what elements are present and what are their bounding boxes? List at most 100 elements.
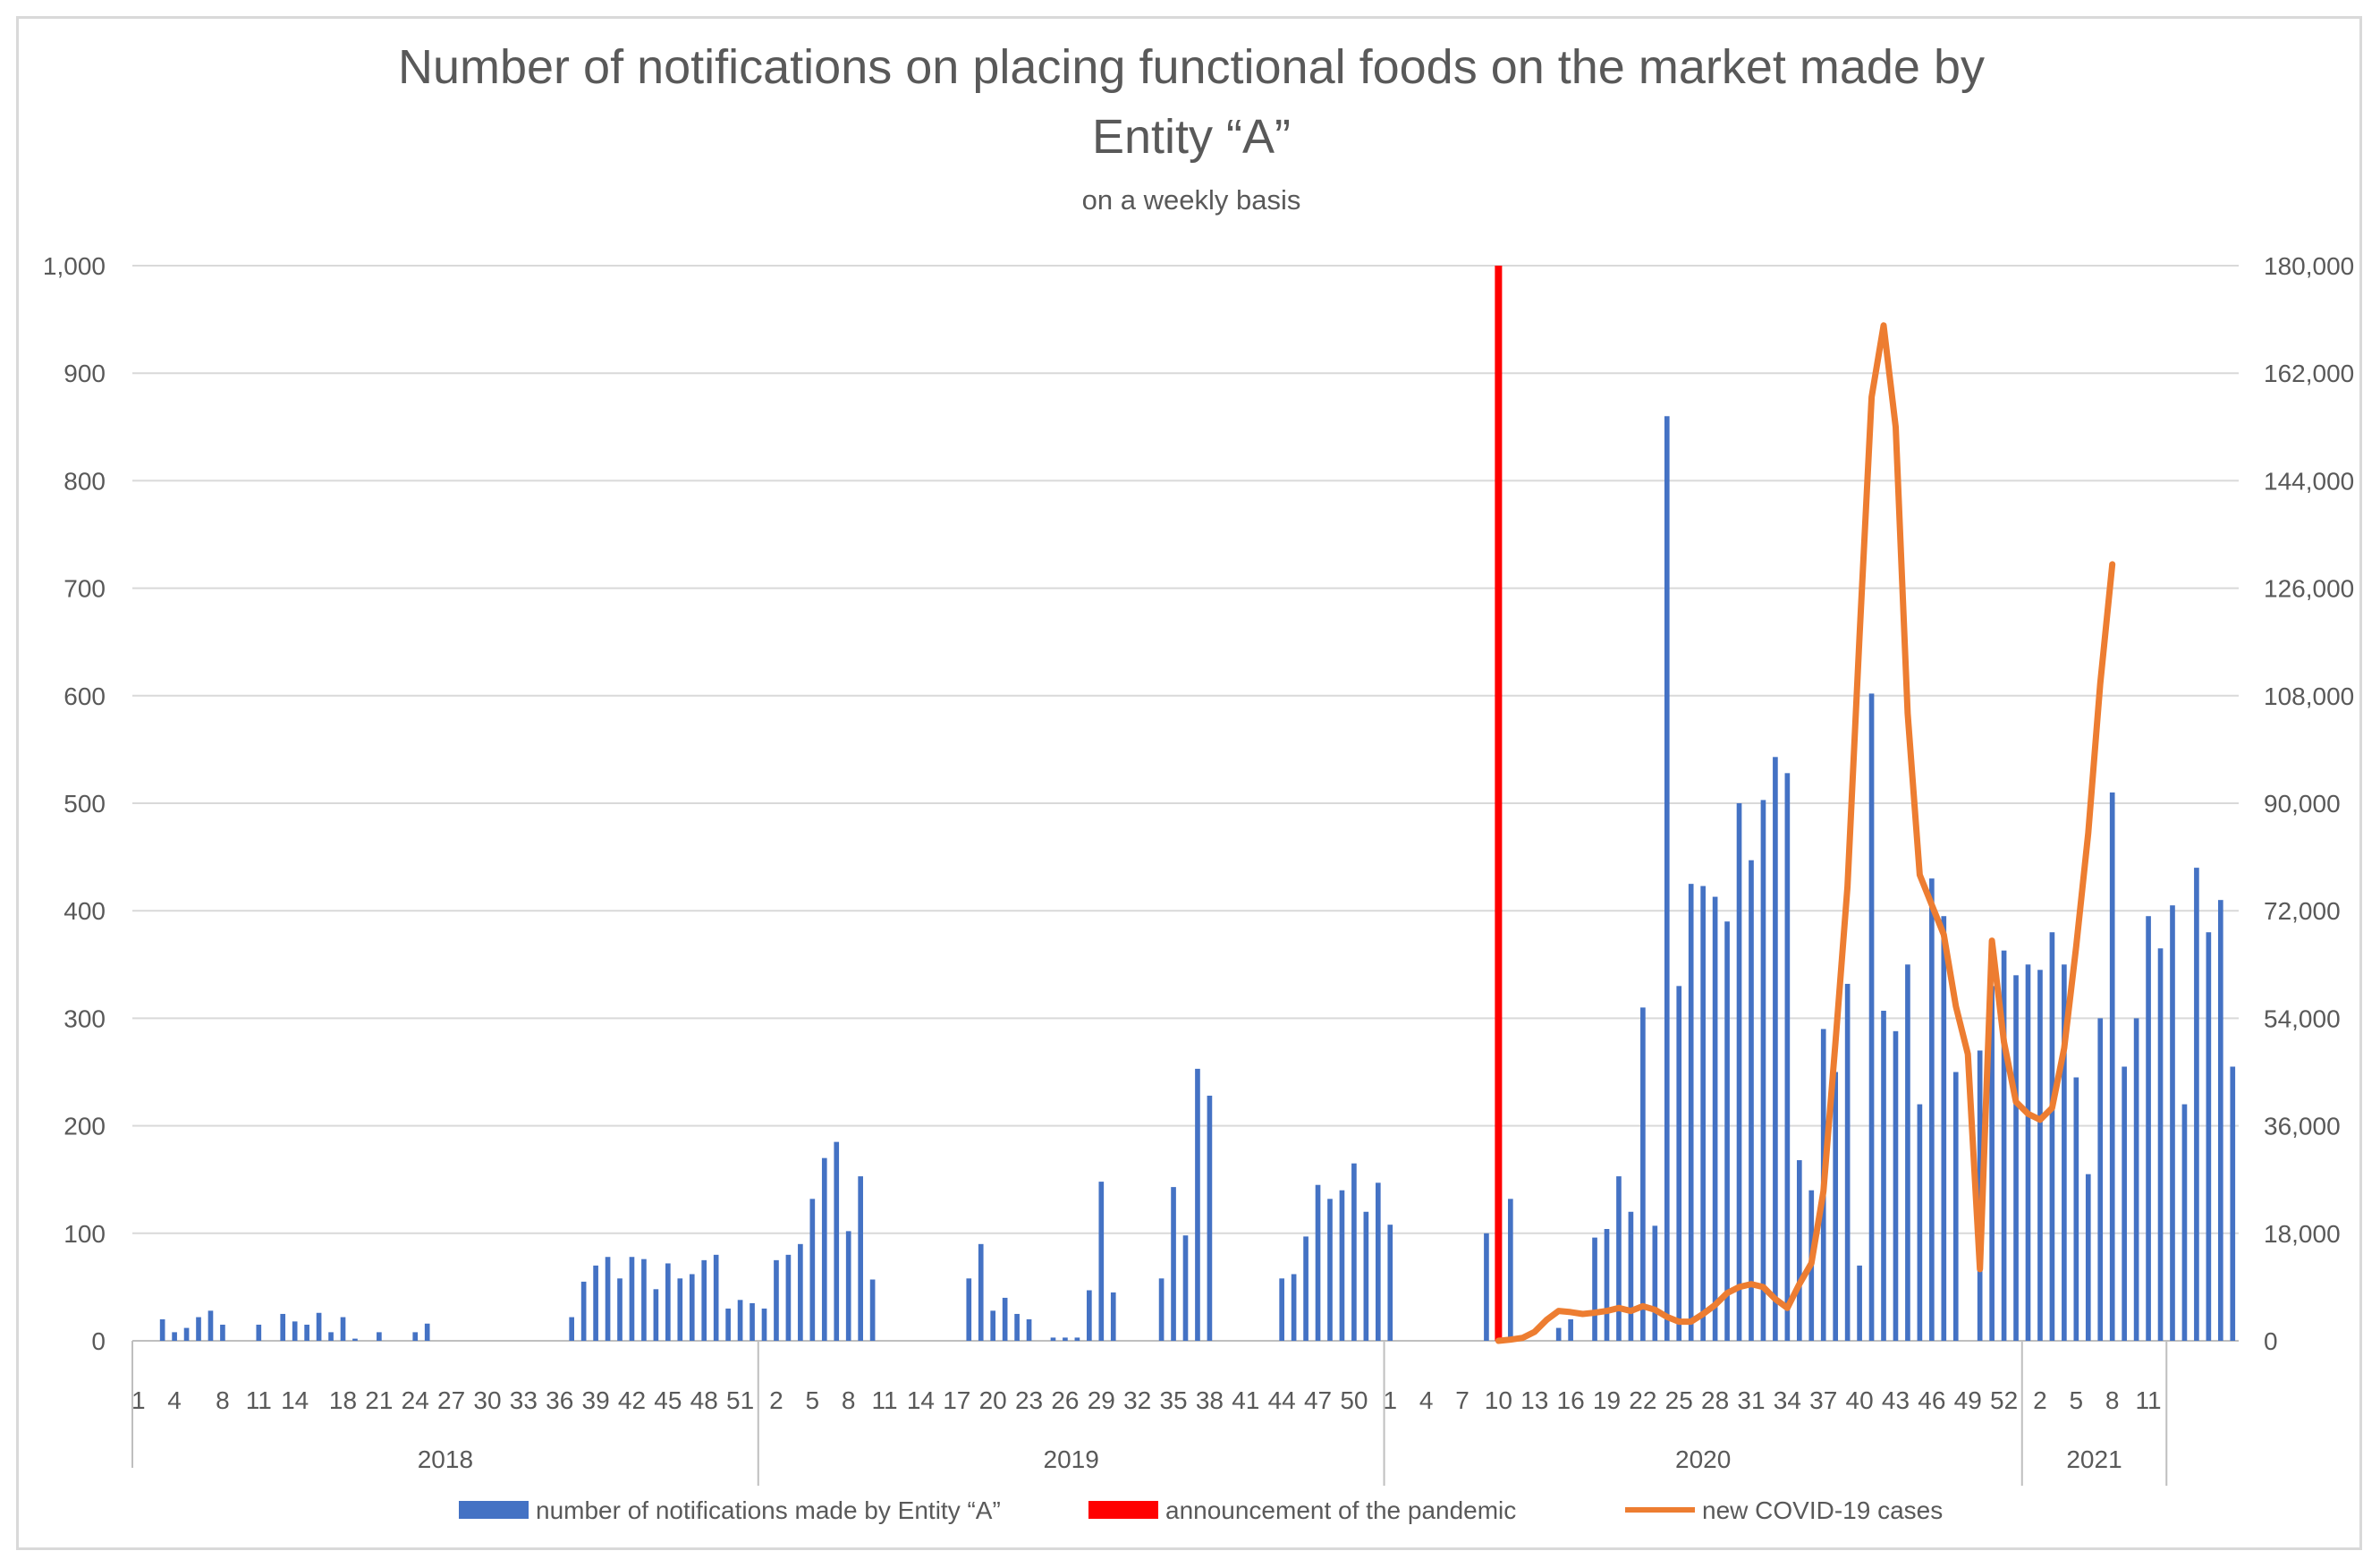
bar [1351, 1163, 1357, 1341]
bar [2049, 932, 2055, 1341]
y-tick-label: 1,000 [43, 252, 106, 280]
bar [183, 1327, 190, 1341]
x-tick-label: 11 [246, 1386, 272, 1414]
x-tick-label: 47 [1304, 1386, 1332, 1414]
bar [1555, 1327, 1562, 1341]
bar [1279, 1278, 1284, 1341]
chart-frame: Number of notifications on placing funct… [16, 16, 2362, 1550]
bar [1592, 1237, 1597, 1341]
bar [1952, 1072, 1959, 1341]
y-tick-label: 0 [91, 1327, 106, 1355]
legend-pandemic-label: announcement of the pandemic [1165, 1496, 1516, 1524]
x-tick-label: 40 [1846, 1386, 1874, 1414]
x-tick-label: 25 [1665, 1386, 1693, 1414]
bar [1664, 416, 1670, 1341]
bar [280, 1313, 286, 1341]
chart-title-line2: Entity “A” [1092, 110, 1291, 164]
bar [208, 1310, 214, 1341]
bar [2122, 1066, 2127, 1341]
x-tick-label: 51 [726, 1386, 754, 1414]
x-tick-label: 33 [510, 1386, 538, 1414]
bar [1158, 1278, 1165, 1341]
x-tick-label: 10 [1485, 1386, 1512, 1414]
x-tick-label: 8 [216, 1386, 230, 1414]
bar [774, 1259, 779, 1341]
bar [785, 1254, 792, 1341]
bar [2025, 964, 2031, 1341]
x-tick-label: 11 [872, 1386, 898, 1414]
bar [689, 1274, 695, 1341]
bar [1508, 1199, 1513, 1341]
year-label: 2021 [2066, 1445, 2122, 1473]
x-tick-label: 48 [690, 1386, 718, 1414]
bar [1026, 1318, 1032, 1341]
x-tick-label: 26 [1051, 1386, 1079, 1414]
x-tick-label: 8 [842, 1386, 856, 1414]
x-tick-label: 5 [806, 1386, 820, 1414]
bar [1110, 1292, 1116, 1341]
bar [377, 1332, 382, 1341]
bar [1303, 1236, 1309, 1341]
x-tick-label: 1 [131, 1386, 146, 1414]
bar [2062, 964, 2067, 1341]
bar [845, 1231, 851, 1341]
bar [869, 1279, 876, 1341]
bar [256, 1324, 262, 1341]
bar [1760, 800, 1766, 1341]
x-tick-label: 19 [1593, 1386, 1621, 1414]
bar [1652, 1225, 1658, 1341]
x-tick-label: 17 [943, 1386, 970, 1414]
bar [1098, 1182, 1105, 1341]
bar [316, 1312, 322, 1341]
bar [2133, 1018, 2139, 1341]
bar [629, 1257, 635, 1341]
bar [2157, 948, 2164, 1341]
bar [1881, 1010, 1886, 1341]
bar [1640, 1007, 1646, 1341]
bar [809, 1199, 816, 1341]
bar [1796, 1160, 1802, 1341]
bar [593, 1265, 598, 1341]
bar [1905, 964, 1910, 1341]
chart-subtitle: on a weekly basis [1082, 184, 1301, 216]
y-tick-label: 900 [64, 360, 106, 387]
bar [1339, 1190, 1345, 1341]
bar [2217, 900, 2223, 1341]
bar [1050, 1337, 1056, 1341]
x-tick-label: 4 [1419, 1386, 1434, 1414]
bar [1375, 1182, 1381, 1341]
bar [328, 1332, 334, 1341]
x-tick-label: 1 [1383, 1386, 1397, 1414]
x-tick-label: 44 [1268, 1386, 1296, 1414]
y2-tick-label: 0 [2264, 1327, 2278, 1355]
bar [990, 1310, 996, 1341]
y2-tick-label: 126,000 [2264, 575, 2354, 603]
x-tick-label: 31 [1737, 1386, 1765, 1414]
x-tick-label: 28 [1701, 1386, 1729, 1414]
legend: number of notifications made by Entity “… [459, 1496, 1943, 1524]
bar [1484, 1233, 1489, 1341]
y-tick-label: 300 [64, 1004, 106, 1032]
x-tick-label: 7 [1455, 1386, 1470, 1414]
y2-tick-label: 180,000 [2264, 252, 2354, 280]
bar [2037, 970, 2043, 1341]
x-tick-label: 45 [654, 1386, 682, 1414]
bar [1195, 1068, 1200, 1341]
y-tick-label: 600 [64, 682, 106, 710]
bar [1868, 693, 1875, 1341]
bar [220, 1324, 225, 1341]
bar [641, 1259, 647, 1341]
bar [1087, 1290, 1092, 1341]
x-tick-label: 37 [1809, 1386, 1837, 1414]
bar [2181, 1104, 2188, 1341]
bar [1616, 1176, 1622, 1341]
y-tick-label: 700 [64, 575, 106, 603]
x-tick-label: 38 [1196, 1386, 1224, 1414]
bar [737, 1300, 743, 1341]
y-axis-left: 0 100 200 300 400 500 600 700 800 900 1,000 [43, 252, 106, 1355]
bar [1063, 1337, 1068, 1341]
x-tick-label: 11 [2136, 1386, 2162, 1414]
bar [2013, 975, 2019, 1341]
y-tick-label: 800 [64, 467, 106, 495]
year-label: 2018 [418, 1445, 473, 1473]
